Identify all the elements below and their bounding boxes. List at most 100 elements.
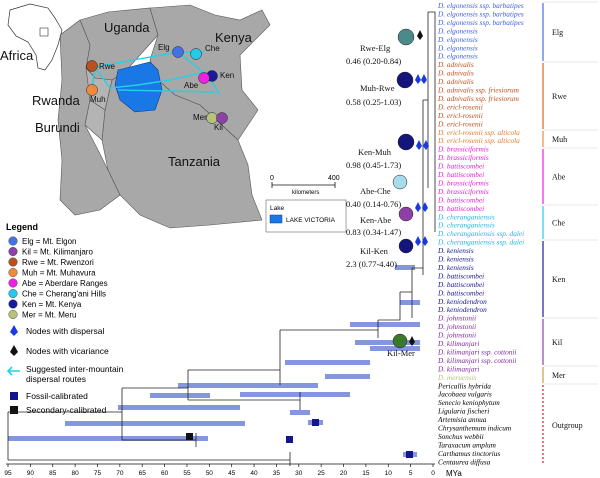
taxon-label: D. battiscombei [437, 280, 484, 289]
taxon-label: D. ericl-rosenii [437, 119, 483, 128]
taxon-label: Ligularia fischeri [437, 407, 489, 416]
kenya-label: Kenya [215, 30, 253, 45]
taxon-label: D. kilimanjari ssp. cottonii [437, 356, 516, 365]
taxon-label: Sonchus webbii [438, 432, 484, 441]
legend: Legend Elg = Mt. Elgon Kil = Mt. Kilimanj… [6, 222, 124, 415]
site-label-che: Che [205, 44, 220, 53]
axis-tick-label: 95 [4, 470, 12, 477]
node-labels: Rwe-Elg 0.46 (0.20-0.84) Muh-Rwe 0.58 (0… [346, 43, 415, 358]
taxon-label: D. ericl-rosenii ssp. alticola [437, 128, 520, 137]
taxon-label: D. brassiciformis [437, 187, 489, 196]
burundi-label: Burundi [35, 120, 80, 135]
lake-swatch [269, 214, 283, 224]
node-value-ken-muh: 0.98 (0.45-1.73) [346, 160, 401, 170]
fossil-icon [10, 392, 18, 400]
site-marker-muh [86, 84, 98, 96]
taxon-label: D. elgonensis ssp. barbatipes [437, 9, 524, 18]
group-label: Elg [552, 28, 563, 37]
taxon-label: D. meruensis [437, 373, 477, 382]
site-markers [86, 46, 228, 124]
axis-tick-label: 85 [49, 470, 57, 477]
axis-tick-label: 35 [273, 470, 281, 477]
taxon-label: D. elgonensis [437, 26, 478, 35]
scale-end: 400 [328, 175, 340, 182]
node-marker-ken-abe [398, 206, 414, 222]
taxon-label: D. ericl-rosenii [437, 111, 483, 120]
node-value-abe-che: 0.40 (0.14-0.76) [346, 199, 401, 209]
axis-tick-label: 0 [431, 470, 435, 477]
site-marker-che [190, 48, 202, 60]
taxon-label: D. keniodendron [437, 305, 487, 314]
map-scale-bar: 0 400 kilometers [270, 175, 340, 196]
taxon-label: D. ericl-rosenii [437, 102, 483, 111]
secondary-calibration [186, 433, 193, 440]
taxon-label: D. brassiciformis [437, 178, 489, 187]
legend-routes-1: Suggested inter-mountain [26, 364, 124, 374]
lake-name: LAKE VICTORIA [286, 217, 336, 224]
taxon-label: D. adnivalis [437, 69, 474, 78]
tree-branches [7, 11, 436, 466]
taxon-label: D. brassiciformis [437, 145, 489, 154]
node-marker-muh-rwe [396, 71, 414, 89]
tanzania-label: Tanzania [168, 154, 221, 169]
legend-swatch-2 [8, 257, 18, 267]
africa-inset-map [7, 3, 63, 71]
rwanda-label: Rwanda [32, 93, 80, 108]
taxon-label: D. brassiciformis [437, 153, 489, 162]
calibration-markers [186, 419, 413, 458]
node-value-kil-ken: 2.3 (0.77-4.40) [346, 259, 397, 269]
taxon-label: D. keniodendron [437, 297, 487, 306]
axis-tick-label: 40 [250, 470, 258, 477]
group-brackets: Elg Rwe Muh Abe Che Ken Kil Mer Outgroup [542, 1, 598, 465]
taxon-label: D. kilimanjari [437, 364, 479, 373]
node-label-muh-rwe: Muh-Rwe [360, 83, 395, 93]
site-marker-rwe [86, 60, 98, 72]
node-marker-rwe-elg [397, 28, 415, 46]
axis-tick-label: 10 [385, 470, 393, 477]
axis-tick-label: 55 [183, 470, 191, 477]
node-value-rwe-elg: 0.46 (0.20-0.84) [346, 56, 401, 66]
legend-vicariance: Nodes with vicariance [26, 346, 109, 356]
legend-swatch-0 [8, 236, 18, 246]
node-value-muh-rwe: 0.58 (0.25-1.03) [346, 97, 401, 107]
taxon-label: D. adnivalis ssp. friesiorum [437, 94, 519, 103]
group-label: Outgroup [552, 421, 583, 430]
legend-swatch-6 [8, 299, 18, 309]
taxon-label: D. battiscombei [437, 195, 484, 204]
legend-swatch-7 [8, 310, 18, 320]
axis-tick-label: 70 [116, 470, 124, 477]
burundi-region [84, 99, 106, 141]
taxon-label: Centaurea diffusa [438, 457, 491, 466]
fossil-calibration-2 [286, 436, 293, 443]
node-label-rwe-elg: Rwe-Elg [360, 43, 391, 53]
axis-tick-label: 5 [409, 470, 413, 477]
taxon-label: D. johnstonii [437, 322, 476, 331]
group-label: Che [552, 219, 565, 228]
taxon-label: D. battiscombei [437, 271, 484, 280]
axis-tick-label: 30 [295, 470, 303, 477]
site-label-rwe: Rwe [99, 62, 116, 71]
taxon-label: D. battiscombei [437, 162, 484, 171]
legend-secondary: Secondary-calibrated [26, 405, 107, 415]
taxon-label: D. johnstonii [437, 331, 476, 340]
legend-swatch-1 [8, 246, 18, 256]
lake-heading: Lake [270, 205, 284, 212]
taxon-label: Senecio keniophytum [438, 398, 500, 407]
taxon-label: D. battiscombei [437, 170, 484, 179]
node-label-kil-ken: Kil-Ken [360, 246, 389, 256]
node-marker-kil-ken [398, 238, 414, 254]
legend-fossil: Fossil-calibrated [26, 391, 88, 401]
fossil-calibration-3 [406, 451, 413, 458]
axis-tick-label: 15 [362, 470, 370, 477]
route-arrow-icon [6, 366, 20, 376]
taxon-label: D. adnivalis [437, 77, 474, 86]
east-africa-map: Uganda Kenya Tanzania Rwanda Burundi Afr… [0, 0, 347, 233]
uganda-label: Uganda [104, 20, 150, 35]
hpd-bars [8, 265, 420, 457]
legend-item-label: Mer = Mt. Meru [22, 311, 76, 320]
group-label: Abe [552, 173, 566, 182]
node-value-ken-abe: 0.83 (0.34-1.47) [346, 227, 401, 237]
group-label: Kil [552, 338, 563, 347]
node-label-kil-mer: Kil-Mer [387, 348, 415, 358]
